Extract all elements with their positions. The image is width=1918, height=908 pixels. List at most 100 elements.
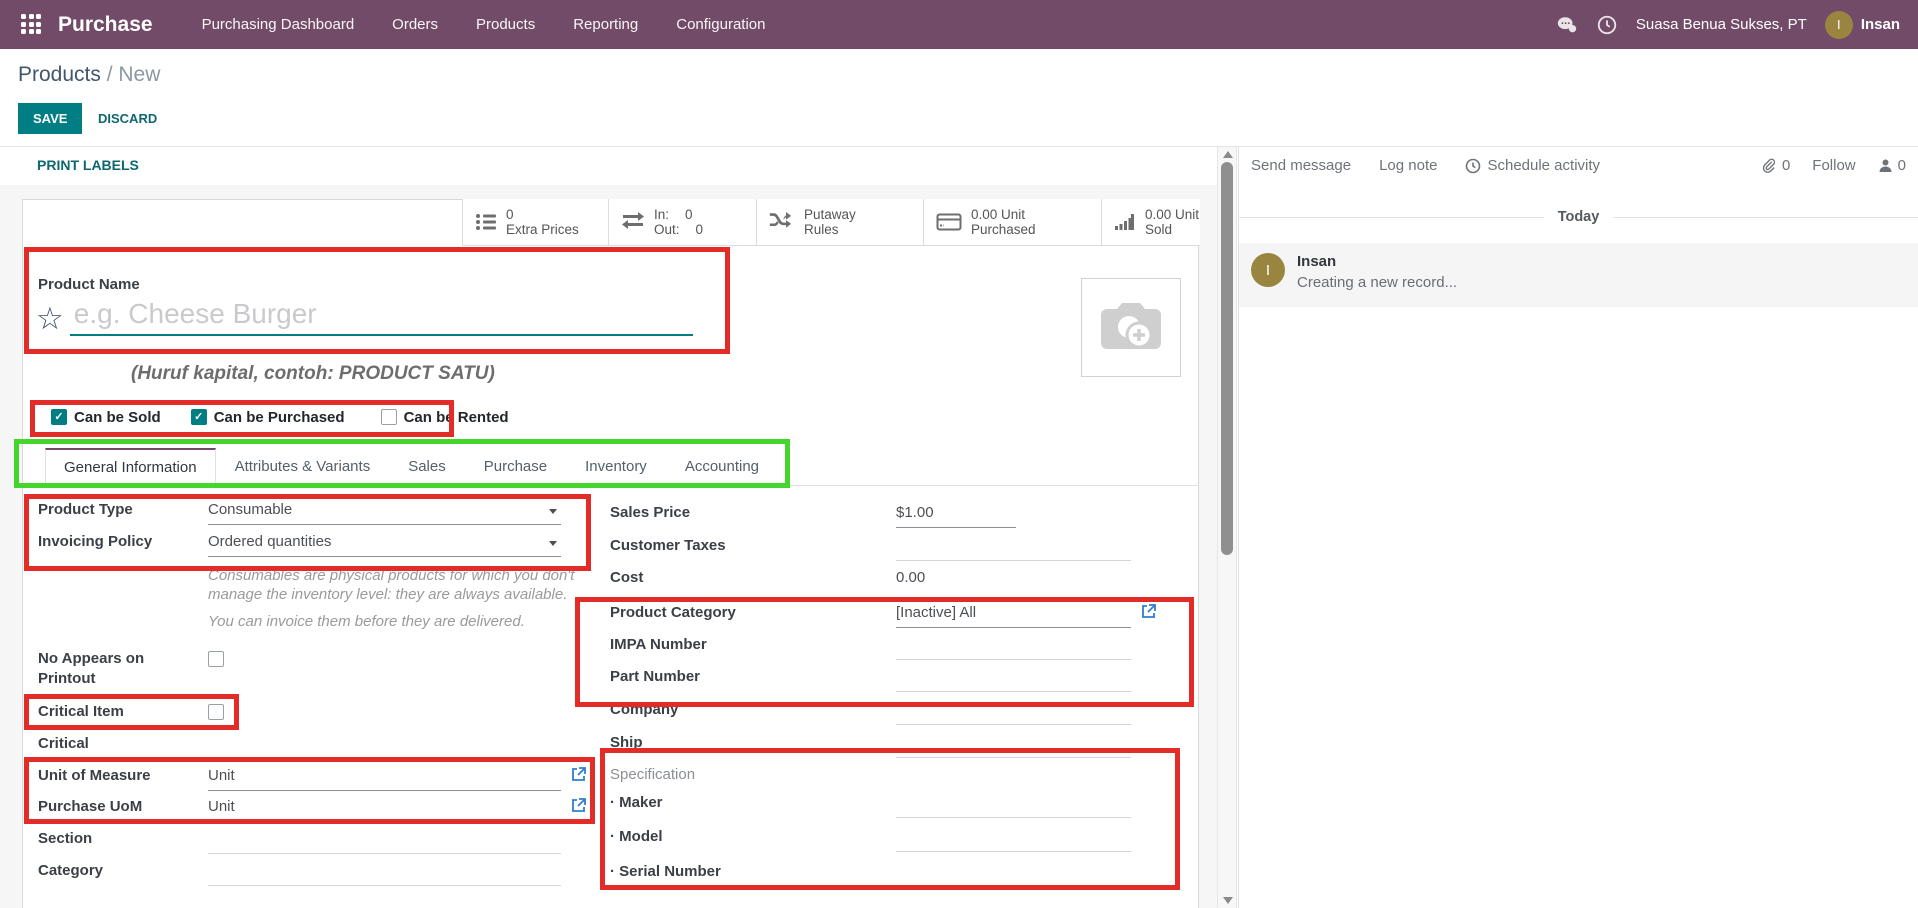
schedule-activity-button[interactable]: Schedule activity xyxy=(1465,157,1600,174)
purchased-stat-button[interactable]: 0.00 Unit Purchased xyxy=(923,199,1101,245)
stat-label: Rules xyxy=(804,222,839,237)
print-labels-button[interactable]: PRINT LABELS xyxy=(37,157,139,173)
action-bar: PRINT LABELS xyxy=(0,148,1217,185)
extra-prices-stat-button[interactable]: 0 Extra Prices xyxy=(462,199,608,245)
send-message-button[interactable]: Send message xyxy=(1251,157,1352,174)
messages-icon[interactable] xyxy=(1556,14,1578,36)
bar-chart-icon xyxy=(1115,214,1134,230)
company-select[interactable] xyxy=(896,701,1131,725)
followers-count: 0 xyxy=(1897,157,1906,174)
vertical-scrollbar[interactable] xyxy=(1217,147,1237,908)
impa-number-input[interactable] xyxy=(896,636,1131,660)
part-number-input[interactable] xyxy=(896,668,1131,692)
product-name-input[interactable] xyxy=(69,296,693,336)
chatter-panel: Send message Log note Schedule activity … xyxy=(1238,147,1918,908)
tab-purchase[interactable]: Purchase xyxy=(483,458,548,475)
ship-select[interactable] xyxy=(896,734,1131,758)
product-type-select[interactable]: Consumable xyxy=(208,501,561,525)
product-image-upload[interactable] xyxy=(1081,278,1181,377)
company-switcher[interactable]: Suasa Benua Sukses, PT xyxy=(1635,16,1807,33)
category-select[interactable] xyxy=(208,862,561,886)
scroll-up-arrow-icon[interactable] xyxy=(1223,151,1233,158)
can-be-sold-label[interactable]: Can be Sold xyxy=(74,408,161,426)
user-menu[interactable]: I Insan xyxy=(1824,10,1900,39)
critical-label: Critical xyxy=(38,735,89,752)
customer-taxes-select[interactable] xyxy=(896,537,1131,561)
menu-reporting[interactable]: Reporting xyxy=(573,16,639,33)
clock-icon xyxy=(1466,158,1481,173)
stat-out-value: 0 xyxy=(695,222,704,237)
impa-number-row: IMPA Number xyxy=(610,636,1131,664)
scrollbar-thumb[interactable] xyxy=(1221,162,1233,555)
in-out-stat-button[interactable]: In: 0 Out: 0 xyxy=(608,199,756,245)
can-be-sold-checkbox[interactable] xyxy=(51,409,67,425)
maker-input[interactable] xyxy=(896,794,1131,818)
menu-configuration[interactable]: Configuration xyxy=(676,16,766,33)
product-name-label: Product Name xyxy=(38,276,140,293)
menu-purchasing-dashboard[interactable]: Purchasing Dashboard xyxy=(201,16,355,33)
product-type-help-text: Consumables are physical products for wh… xyxy=(208,567,575,603)
invoicing-policy-row: Invoicing Policy Ordered quantities xyxy=(38,533,569,561)
can-be-rented-checkbox[interactable] xyxy=(380,409,397,425)
chatter-message[interactable]: I Insan Creating a new record... xyxy=(1239,243,1918,307)
maker-row: · Maker xyxy=(610,794,1131,822)
no-appears-checkbox[interactable] xyxy=(208,651,224,667)
control-panel: Products / New SAVE DISCARD xyxy=(0,49,1918,147)
specification-row: Specification xyxy=(610,766,896,794)
can-be-purchased-checkbox[interactable] xyxy=(190,409,207,425)
menu-products[interactable]: Products xyxy=(476,16,536,33)
model-input[interactable] xyxy=(896,828,1131,852)
part-number-row: Part Number xyxy=(610,668,1131,696)
tab-sales[interactable]: Sales xyxy=(408,458,446,475)
can-be-sold-option: Can be Sold xyxy=(51,409,161,426)
top-navbar: Purchase Purchasing Dashboard Orders Pro… xyxy=(0,0,1918,49)
purchase-uom-label: Purchase UoM xyxy=(38,798,143,815)
main-menu: Purchasing Dashboard Orders Products Rep… xyxy=(183,0,785,49)
person-icon xyxy=(1879,159,1892,172)
message-author-name[interactable]: Insan xyxy=(1297,253,1337,270)
product-category-external-link-icon[interactable] xyxy=(1141,604,1156,632)
uom-select[interactable]: Unit xyxy=(208,767,561,791)
tab-general-information[interactable]: General Information xyxy=(45,448,216,486)
serial-number-input[interactable] xyxy=(896,863,1131,887)
can-be-purchased-label[interactable]: Can be Purchased xyxy=(213,408,345,426)
model-row: · Model xyxy=(610,828,1131,856)
tab-attributes-variants[interactable]: Attributes & Variants xyxy=(234,458,371,475)
purchase-uom-select[interactable]: Unit xyxy=(208,798,561,822)
sales-price-input[interactable]: $1.00 xyxy=(896,504,1016,528)
log-note-button[interactable]: Log note xyxy=(1379,157,1438,174)
invoicing-help-text: You can invoice them before they are del… xyxy=(208,613,525,630)
followers-button[interactable]: 0 xyxy=(1878,157,1906,174)
activities-clock-icon[interactable] xyxy=(1596,14,1618,36)
invoicing-policy-select[interactable]: Ordered quantities xyxy=(208,533,561,557)
part-number-label: Part Number xyxy=(610,668,701,685)
purchase-uom-external-link-icon[interactable] xyxy=(571,798,586,826)
putaway-rules-stat-button[interactable]: Putaway Rules xyxy=(756,199,923,245)
menu-orders[interactable]: Orders xyxy=(392,16,438,33)
breadcrumb-separator: / xyxy=(100,63,119,86)
favorite-star-icon[interactable]: ☆ xyxy=(36,301,64,336)
save-button[interactable]: SAVE xyxy=(18,103,83,134)
stat-out-label: Out: xyxy=(654,222,680,237)
can-be-rented-label[interactable]: Can be Rented xyxy=(403,408,509,426)
section-select[interactable] xyxy=(208,830,561,854)
app-name[interactable]: Purchase xyxy=(58,12,153,36)
scroll-down-arrow-icon[interactable] xyxy=(1223,897,1233,904)
attachments-button[interactable]: 0 xyxy=(1762,157,1790,174)
apps-grid-icon[interactable] xyxy=(21,14,42,35)
invoicing-policy-label: Invoicing Policy xyxy=(38,533,153,550)
product-category-select[interactable]: [Inactive] All xyxy=(896,604,1131,628)
tab-inventory[interactable]: Inventory xyxy=(585,458,647,475)
uom-external-link-icon[interactable] xyxy=(571,767,586,795)
follow-button[interactable]: Follow xyxy=(1812,157,1856,174)
product-type-row: Product Type Consumable xyxy=(38,501,569,529)
discard-button[interactable]: DISCARD xyxy=(88,103,167,134)
stat-in-label: In: xyxy=(654,206,670,222)
tab-accounting[interactable]: Accounting xyxy=(684,458,760,475)
can-be-rented-option: Can be Rented xyxy=(380,408,509,426)
stat-label: Extra Prices xyxy=(506,222,579,237)
critical-item-checkbox[interactable] xyxy=(208,704,224,720)
cost-value: 0.00 xyxy=(896,569,926,586)
sold-stat-button[interactable]: 0.00 Unit Sold xyxy=(1101,199,1200,245)
breadcrumb-products[interactable]: Products xyxy=(18,63,101,86)
